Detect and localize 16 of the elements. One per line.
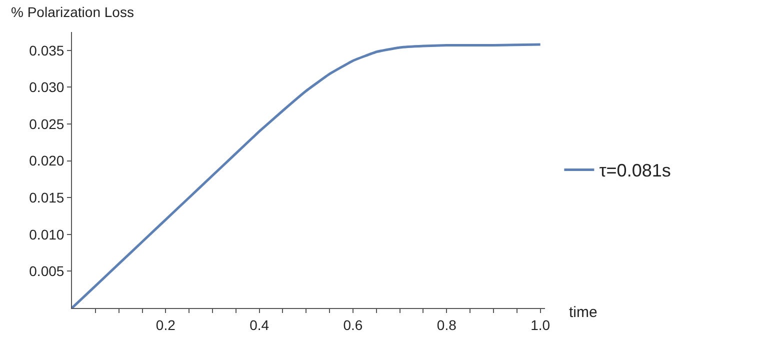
- x-axis-title: time: [569, 304, 598, 321]
- y-tick-label: 0.020: [29, 152, 64, 169]
- y-tick-label: 0.030: [29, 79, 64, 96]
- legend-label: τ=0.081s: [599, 160, 671, 181]
- x-tick-label: 0.8: [436, 316, 457, 333]
- line-series: [72, 43, 542, 308]
- y-tick-label: 0.015: [29, 190, 64, 206]
- x-tick-label: 1.0: [530, 316, 550, 333]
- y-tick-label: 0.025: [29, 116, 64, 132]
- y-axis-title: % Polarization Loss: [11, 4, 134, 20]
- x-tick-label: 0.6: [343, 316, 363, 333]
- x-tick-label: 0.2: [156, 316, 176, 333]
- x-tick-label: 0.4: [250, 316, 270, 333]
- y-tick-label: 0.010: [29, 226, 64, 242]
- y-tick-label: 0.035: [29, 42, 64, 58]
- y-tick-label: 0.005: [29, 263, 64, 280]
